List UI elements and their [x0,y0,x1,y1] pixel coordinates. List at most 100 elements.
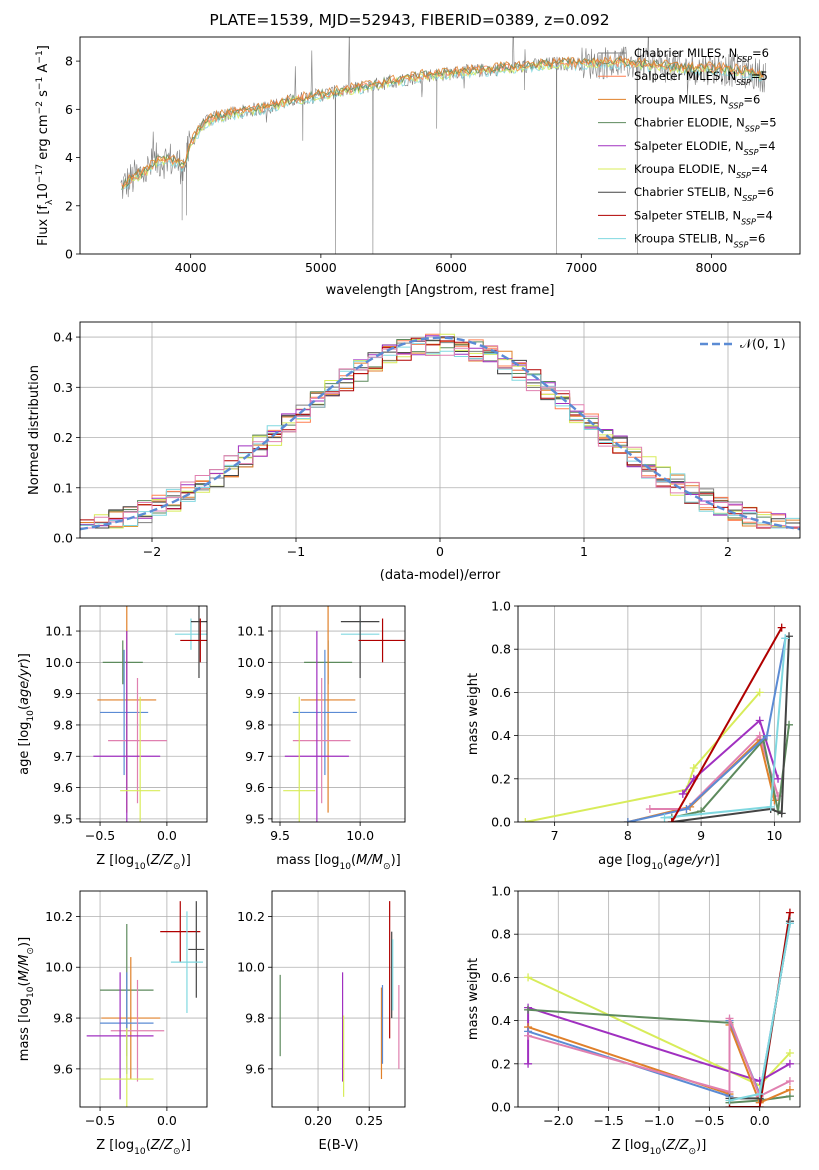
label-part: )] [181,853,191,868]
series-line-blue [627,638,787,822]
x-tick-label: 7 [551,828,559,843]
label-part: M/M [17,955,32,982]
label-part: SSP [745,124,760,133]
label-part: Z/Z [665,1138,689,1153]
axes-frame-age_vs_mass [271,605,406,823]
data-point-kroupa_stelib [785,919,794,928]
data-point-kroupa_miles [785,1085,794,1094]
label-part: SSP [729,101,744,110]
data-point-kroupa_stelib [781,634,790,643]
y-tick-label: 9.6 [245,1061,265,1076]
y-tick-label: 9.5 [245,811,265,826]
label-part: Kroupa ELODIE, N [634,162,736,176]
axes-frame-mass_weight_vs_Z [517,890,801,1108]
label-part: =6 [752,46,769,60]
label-part: −1 [35,50,45,63]
y-tick-label: 9.8 [245,717,265,732]
y-tick-label: 0.8 [491,642,511,657]
y-tick-label: 10.0 [237,960,265,975]
y-tick-label: 0.8 [491,927,511,942]
y-tick-label: 1.0 [491,884,511,899]
plot-area-mass_weight_vs_age [518,606,800,822]
data-point-kroupa_stelib [725,1096,734,1105]
x-tick-label: 9.5 [270,828,290,843]
y-tick-label: 10.1 [237,624,265,639]
x-tick-label: −2.0 [543,1113,573,1128]
x-axis-label: Z [log10(Z/Z⊙)] [96,853,191,872]
y-tick-label: 1.0 [491,599,511,614]
data-point-extra [725,1014,734,1023]
label-part: 10 [651,862,663,872]
label-part: −2 [35,101,45,114]
y-tick-label: 0.0 [53,531,73,546]
label-part: mass [log [17,998,32,1061]
y-axis-label: mass weight [466,673,481,755]
x-tick-label: −1.0 [644,1113,674,1128]
data-point-extra [785,1077,794,1086]
label-part: )] [17,937,32,947]
label-part: A [36,64,51,77]
x-tick-label: 1 [580,544,588,559]
plot-area-residuals [80,322,800,538]
legend-item-label: 𝒩(0, 1) [740,336,786,351]
label-part: age/yr [668,853,711,868]
x-tick-label: 10.0 [346,828,374,843]
label-part: ( [17,705,32,710]
x-tick-label: 0.0 [750,1113,770,1128]
y-tick-label: 10.0 [45,655,73,670]
y-axis-label: Normed distribution [27,365,42,495]
data-point-salpeter_elodie [785,1059,794,1068]
data-point-kroupa_elodie [521,818,530,822]
histogram-extra [80,340,800,538]
label-part: λ [45,199,55,205]
label-part: )] [17,653,32,663]
label-part: ( [17,981,32,986]
label-part: ( [351,853,356,868]
y-tick-label: 9.7 [245,749,265,764]
y-tick-label: 0.1 [53,480,73,495]
x-tick-label: 0 [436,544,444,559]
panel-mass_weight_vs_Z: −2.0 −1.5 −1.0 −0.5 0.0 0.0 0.2 0.4 0.6 0.8 1.0 Z [… [466,884,801,1157]
label-part: mass [log [276,853,339,868]
y-tick-label: 10.0 [237,655,265,670]
label-part: 10 [26,986,36,998]
label-part: SSP [737,55,752,64]
data-point-kroupa_elodie [755,688,764,697]
y-tick-label: 0.4 [491,728,511,743]
plot-area-age_vs_mass [272,606,405,822]
data-point-salpeter_stelib [667,818,676,822]
plot-area-mass_vs_Z [80,891,207,1107]
label-part: age/yr [17,662,32,705]
x-tick-label: 8000 [696,260,728,275]
data-point-kroupa_stelib [660,813,669,822]
data-point-kroupa_elodie [689,764,698,772]
label-part: s [36,90,51,101]
y-tick-label: 9.7 [53,749,73,764]
panel-mass_vs_EBV: 0.20 0.25 9.6 9.8 10.0 10.2 E(B-V) [237,890,406,1153]
y-tick-label: 0.2 [491,1056,511,1071]
axes-frame-mass_vs_Z [79,890,208,1108]
data-point-kroupa_elodie [785,1049,794,1057]
y-tick-label: 9.5 [53,811,73,826]
x-axis-label: E(B-V) [318,1138,358,1153]
y-tick-label: 9.8 [245,1011,265,1026]
label-part: SSP [744,147,759,156]
data-point-extra [524,1031,533,1040]
y-tick-label: 0.0 [491,1100,511,1115]
y-tick-label: 0.0 [491,815,511,830]
label-part: 10 [650,1147,662,1157]
x-tick-label: 7000 [565,260,597,275]
axes-frame-residuals [79,321,801,539]
x-tick-label: −1 [287,544,305,559]
label-part: age [log [17,722,32,775]
legend-item-label: Chabrier ELODIE, NSSP=5 [634,116,777,134]
figure-title: PLATE=1539, MJD=52943, FIBERID=0389, z=0… [209,11,610,29]
data-point-chabrier_stelib [777,809,786,818]
label-part: =4 [751,162,768,176]
label-part: 10 [36,183,51,200]
x-axis-label: mass [log10(M/M⊙)] [276,853,400,872]
label-part: Chabrier ELODIE, N [634,116,745,130]
y-tick-label: 2 [65,198,73,213]
y-tick-label: 4 [65,150,73,165]
